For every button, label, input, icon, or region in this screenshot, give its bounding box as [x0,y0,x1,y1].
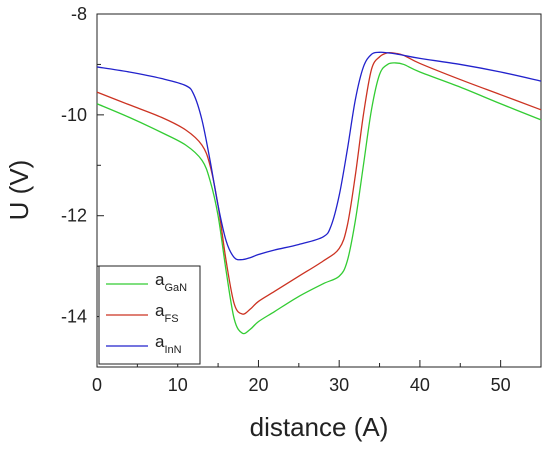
y-tick-label: -14 [61,307,87,327]
x-axis: 0 10 20 30 40 50 [92,360,511,395]
series-layer [96,51,542,335]
x-axis-title: distance (A) [250,412,389,442]
x-tick-label: 30 [329,375,349,395]
y-tick-label: -8 [71,4,87,24]
legend-label-gan: aGaN [155,270,187,294]
y-axis: -8 -10 -12 -14 [61,4,104,327]
y-tick-label: -12 [61,206,87,226]
x-tick-label: 40 [410,375,430,395]
legend-label-subscript: GaN [164,282,187,294]
legend-label-subscript: InN [164,344,181,356]
legend-label-main: a [155,270,165,289]
x-tick-label: 50 [491,375,511,395]
legend-label-subscript: FS [164,313,178,325]
series-line-inn [96,51,542,261]
y-axis-title: U (V) [4,160,34,221]
x-tick-label: 0 [92,375,102,395]
series-line-gan [96,62,542,335]
legend-label-fs: aFS [155,301,179,325]
y-tick-label: -10 [61,105,87,125]
legend-label-main: a [155,332,165,351]
x-tick-label: 20 [248,375,268,395]
legend-label-main: a [155,301,165,320]
x-tick-label: 10 [168,375,188,395]
legend-label-inn: aInN [155,332,182,356]
